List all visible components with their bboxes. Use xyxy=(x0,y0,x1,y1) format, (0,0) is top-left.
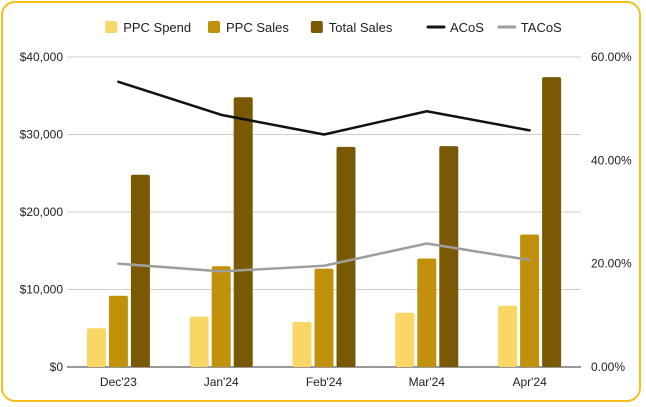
x-tick-label: Dec'23 xyxy=(100,375,137,389)
y-right-tick-label: 0.00% xyxy=(591,360,625,374)
legend-item-total-sales: Total Sales xyxy=(310,20,393,35)
bar-total-sales xyxy=(336,146,356,367)
legend-item-ppc-sales: PPC Sales xyxy=(208,20,289,35)
bar-ppc-sales xyxy=(520,234,540,367)
legend-item-ppc-spend: PPC Spend xyxy=(105,20,191,35)
bars xyxy=(86,77,562,368)
legend-label: ACoS xyxy=(450,20,484,35)
x-tick-label: Feb'24 xyxy=(306,375,343,389)
bar-ppc-sales xyxy=(314,268,334,367)
bar-ppc-sales xyxy=(211,266,231,367)
x-tick-label: Apr'24 xyxy=(512,375,547,389)
legend-swatch xyxy=(310,21,323,33)
bar-total-sales xyxy=(130,174,150,367)
axes: $0 $10,000 $20,000 $30,000 $40,000 0.00% 20.00… xyxy=(20,50,632,389)
bar-ppc-spend xyxy=(498,305,518,367)
y-right-tick-label: 60.00% xyxy=(591,50,632,64)
line-acos xyxy=(117,80,531,136)
lines xyxy=(117,80,531,273)
chart-card: $0 $10,000 $20,000 $30,000 $40,000 0.00% 20.00… xyxy=(1,1,641,402)
legend-swatch xyxy=(208,21,220,33)
bar-ppc-spend xyxy=(292,322,312,367)
bar-total-sales xyxy=(233,97,253,368)
legend-item-acos: ACoS xyxy=(426,20,484,35)
x-tick-label: Mar'24 xyxy=(409,375,446,389)
y-left-tick-label: $20,000 xyxy=(20,205,64,219)
y-left-tick-label: $0 xyxy=(50,360,64,374)
legend-label: TACoS xyxy=(521,20,562,35)
bar-total-sales xyxy=(542,77,562,368)
bar-ppc-spend xyxy=(189,316,209,367)
legend-label: PPC Spend xyxy=(123,20,191,35)
bar-ppc-spend xyxy=(86,328,106,367)
legend-swatch xyxy=(105,21,118,33)
y-left-tick-label: $30,000 xyxy=(20,128,64,142)
legend: PPC Spend PPC Sales Total Sales ACoS TACoS xyxy=(105,20,562,35)
legend-label: Total Sales xyxy=(329,20,393,35)
combo-chart: $0 $10,000 $20,000 $30,000 $40,000 0.00% 20.00… xyxy=(20,20,632,389)
line-tacos xyxy=(117,242,531,273)
gridlines xyxy=(67,56,581,368)
legend-label: PPC Sales xyxy=(226,20,289,35)
y-right-tick-label: 40.00% xyxy=(591,153,632,167)
bar-total-sales xyxy=(439,146,459,367)
y-left-tick-label: $10,000 xyxy=(20,283,64,297)
y-right-tick-label: 20.00% xyxy=(591,257,632,271)
bar-ppc-sales xyxy=(108,295,128,367)
bar-ppc-sales xyxy=(417,258,437,367)
bar-ppc-spend xyxy=(395,312,415,367)
legend-item-tacos: TACoS xyxy=(497,20,562,35)
y-left-tick-label: $40,000 xyxy=(20,50,64,64)
x-tick-label: Jan'24 xyxy=(204,375,239,389)
